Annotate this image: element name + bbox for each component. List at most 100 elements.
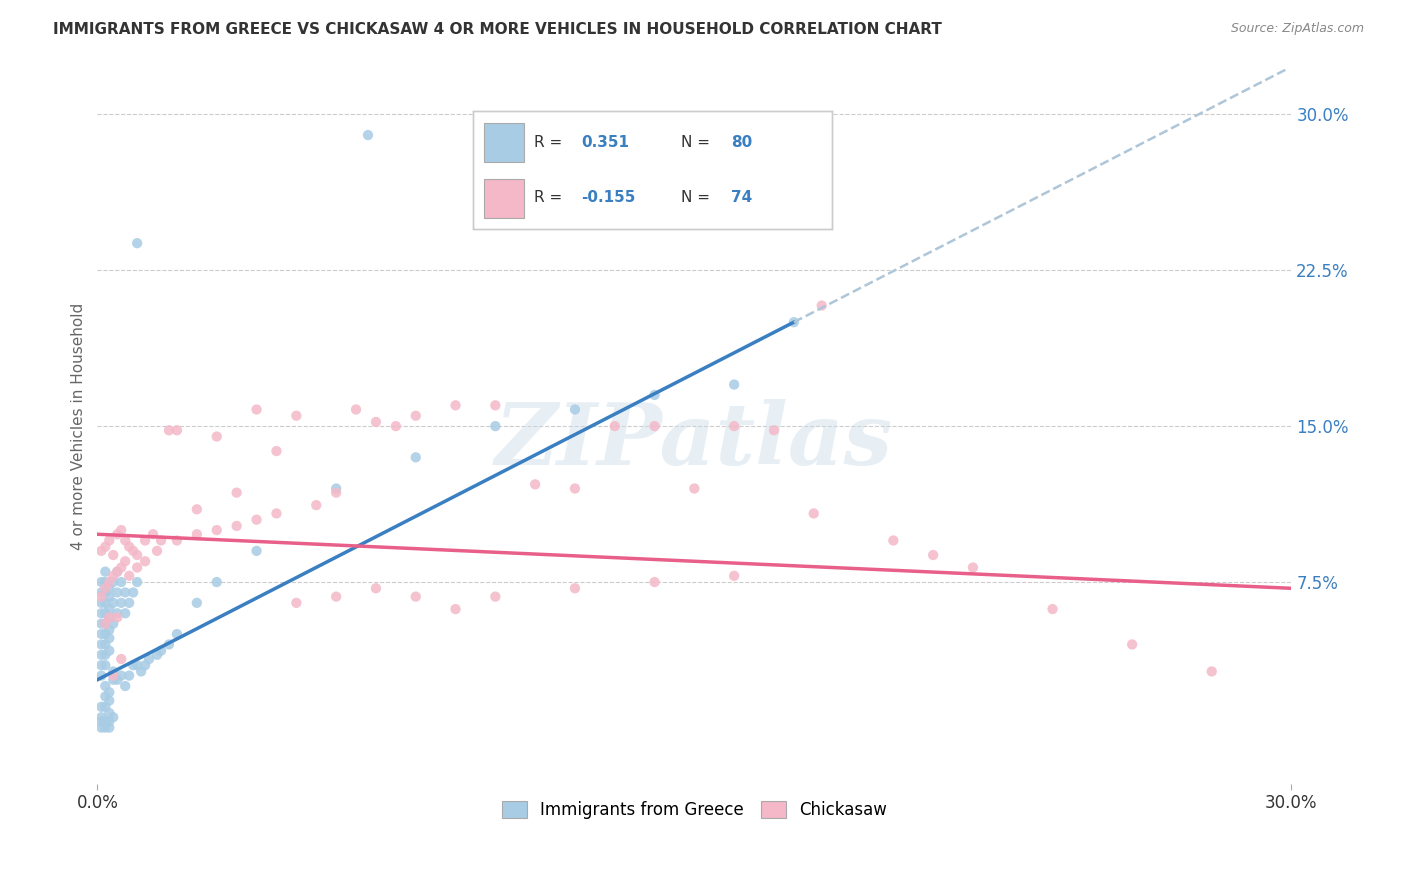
Point — [157, 423, 180, 437]
Point — [134, 533, 156, 548]
Point — [103, 575, 125, 590]
Point — [127, 575, 149, 590]
Point — [103, 668, 125, 682]
Point — [94, 575, 117, 590]
Point — [444, 602, 467, 616]
Point — [683, 482, 706, 496]
Point — [110, 560, 132, 574]
Point — [444, 398, 467, 412]
Point — [122, 585, 145, 599]
Point — [94, 690, 117, 704]
Point — [114, 554, 136, 568]
Point — [225, 519, 247, 533]
Point — [644, 388, 666, 402]
Point — [186, 527, 208, 541]
Point — [90, 648, 112, 662]
Point — [484, 419, 506, 434]
Point — [603, 419, 626, 434]
Text: Source: ZipAtlas.com: Source: ZipAtlas.com — [1230, 22, 1364, 36]
Point — [103, 569, 125, 583]
Point — [285, 409, 308, 423]
Point — [98, 693, 121, 707]
Point — [94, 658, 117, 673]
Point — [103, 616, 125, 631]
Point — [94, 540, 117, 554]
Point — [90, 637, 112, 651]
Point — [357, 128, 380, 142]
Point — [723, 569, 745, 583]
Point — [385, 419, 408, 434]
Point — [103, 673, 125, 687]
Point — [98, 533, 121, 548]
Point — [1121, 637, 1143, 651]
Point — [90, 544, 112, 558]
Point — [484, 398, 506, 412]
Point — [150, 643, 173, 657]
Point — [205, 429, 228, 443]
Point — [105, 610, 128, 624]
Point — [166, 533, 188, 548]
Point — [723, 377, 745, 392]
Point — [90, 575, 112, 590]
Point — [94, 627, 117, 641]
Point — [98, 623, 121, 637]
Point — [94, 721, 117, 735]
Point — [90, 585, 112, 599]
Point — [118, 668, 141, 682]
Point — [94, 679, 117, 693]
Point — [810, 299, 832, 313]
Point — [225, 485, 247, 500]
Point — [305, 498, 328, 512]
Point — [114, 679, 136, 693]
Point — [118, 540, 141, 554]
Point — [110, 523, 132, 537]
Point — [644, 575, 666, 590]
Point — [90, 606, 112, 620]
Point — [90, 714, 112, 729]
Point — [118, 569, 141, 583]
Point — [138, 652, 160, 666]
Point — [114, 533, 136, 548]
Point — [157, 637, 180, 651]
Point — [90, 627, 112, 641]
Point — [110, 596, 132, 610]
Point — [105, 673, 128, 687]
Text: IMMIGRANTS FROM GREECE VS CHICKASAW 4 OR MORE VEHICLES IN HOUSEHOLD CORRELATION : IMMIGRANTS FROM GREECE VS CHICKASAW 4 OR… — [53, 22, 942, 37]
Point — [524, 477, 547, 491]
Point — [103, 665, 125, 679]
Point — [94, 616, 117, 631]
Point — [405, 409, 427, 423]
Point — [98, 706, 121, 720]
Point — [142, 527, 165, 541]
Point — [90, 699, 112, 714]
Point — [564, 582, 586, 596]
Point — [962, 560, 984, 574]
Point — [105, 527, 128, 541]
Point — [94, 714, 117, 729]
Point — [150, 533, 173, 548]
Point — [103, 596, 125, 610]
Point — [94, 596, 117, 610]
Point — [105, 585, 128, 599]
Y-axis label: 4 or more Vehicles in Household: 4 or more Vehicles in Household — [72, 302, 86, 549]
Point — [245, 402, 267, 417]
Point — [90, 596, 112, 610]
Point — [110, 652, 132, 666]
Point — [803, 507, 825, 521]
Point — [98, 582, 121, 596]
Point — [127, 658, 149, 673]
Point — [129, 665, 152, 679]
Point — [110, 575, 132, 590]
Point — [723, 419, 745, 434]
Point — [325, 482, 347, 496]
Point — [94, 648, 117, 662]
Point — [146, 544, 169, 558]
Point — [122, 658, 145, 673]
Point — [122, 544, 145, 558]
Point — [266, 507, 288, 521]
Point — [98, 610, 121, 624]
Point — [90, 710, 112, 724]
Point — [105, 565, 128, 579]
Point — [127, 560, 149, 574]
Legend: Immigrants from Greece, Chickasaw: Immigrants from Greece, Chickasaw — [495, 794, 893, 825]
